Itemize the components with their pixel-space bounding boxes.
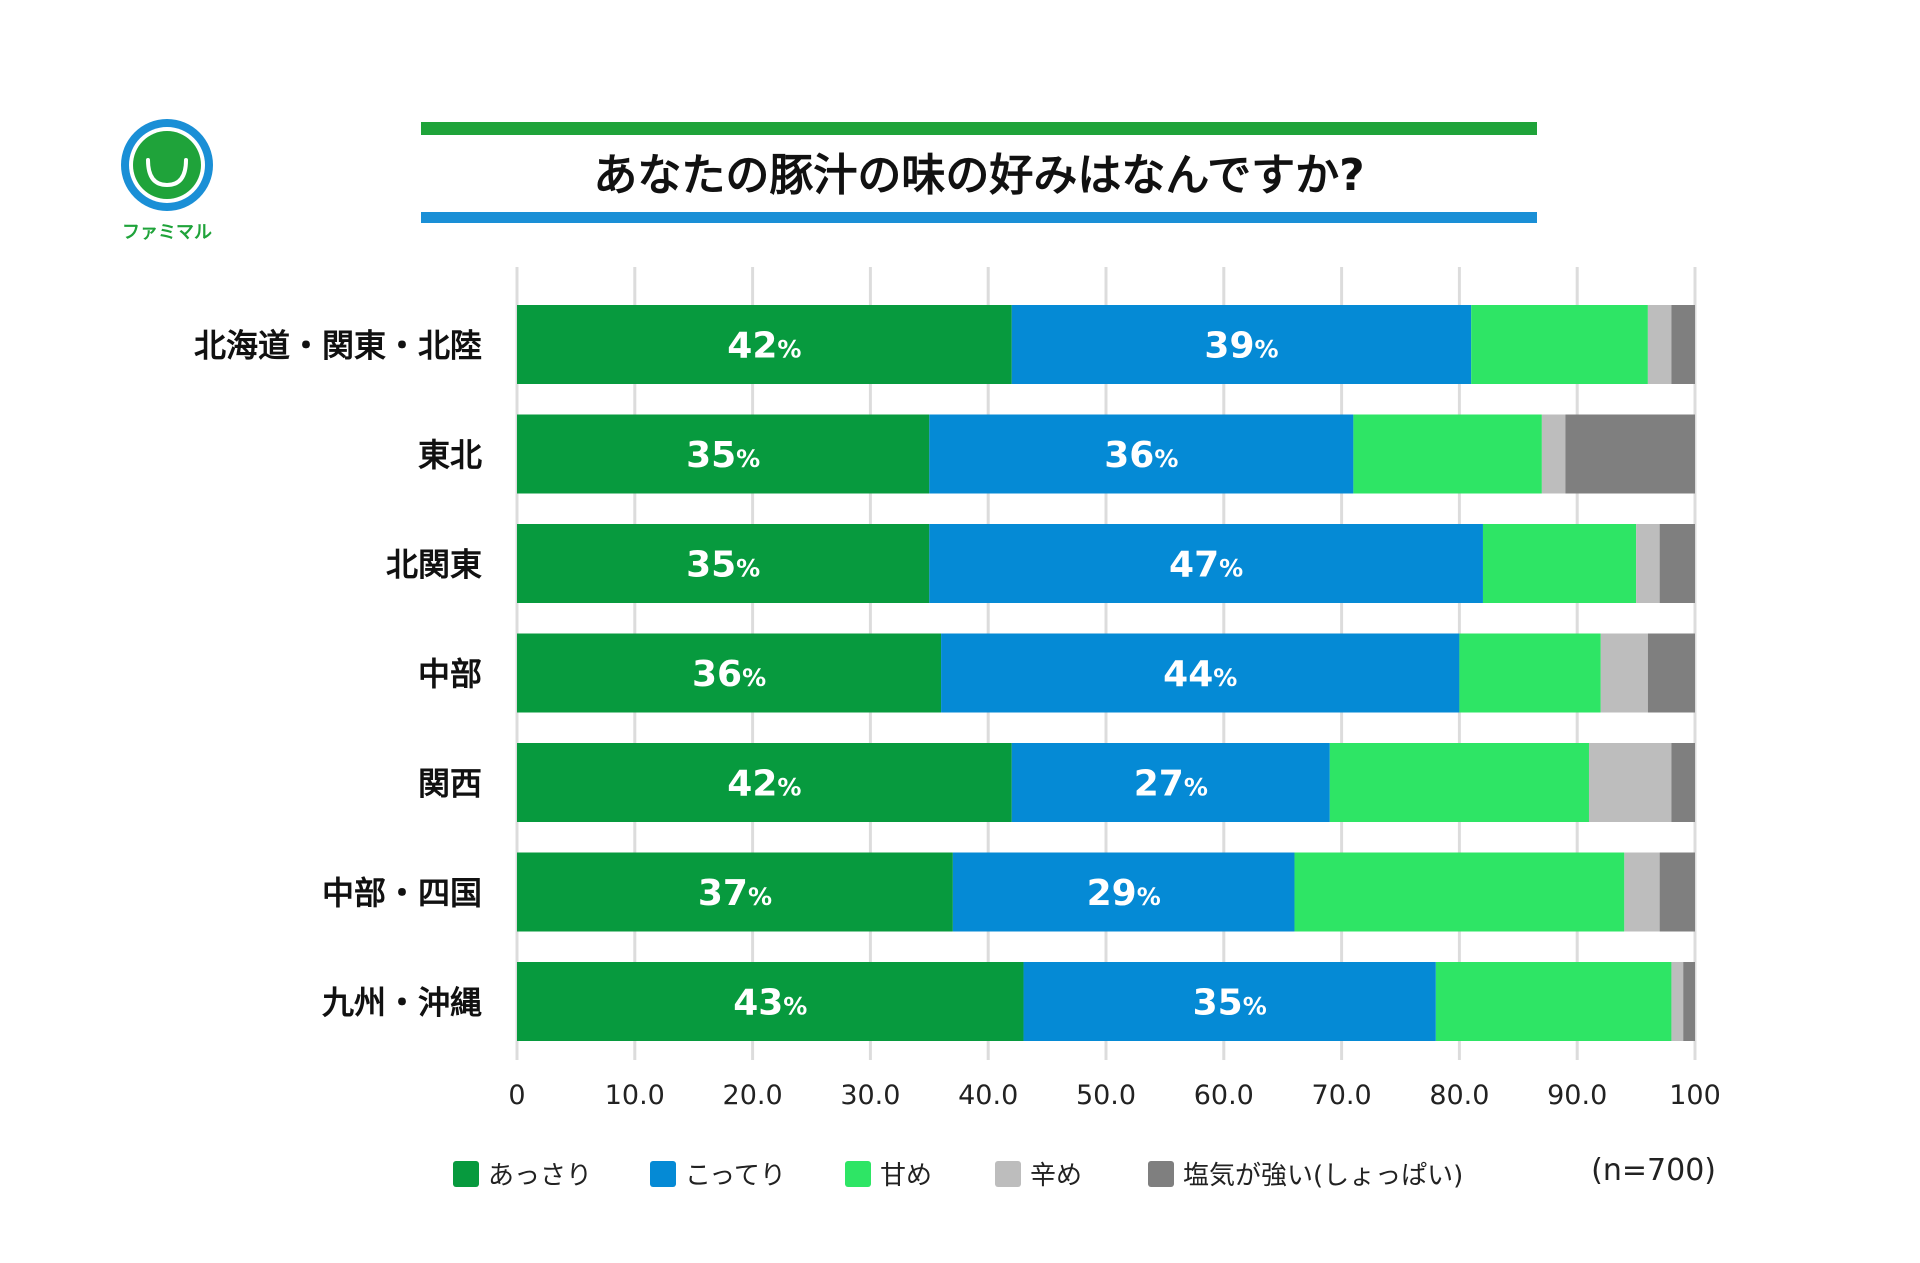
data-label: 36%	[692, 654, 766, 695]
bar-segment	[517, 962, 1024, 1041]
bar-segment	[517, 524, 930, 603]
bar-segment	[1329, 743, 1589, 822]
sample-size-note: (n=700)	[1591, 1153, 1716, 1188]
x-tick-label: 30.0	[840, 1080, 900, 1111]
legend-label: こってり	[685, 1161, 786, 1191]
category-label: 関西	[418, 765, 482, 803]
title-bar-top	[421, 122, 1537, 135]
legend-label: 辛め	[1030, 1161, 1082, 1191]
bar-segment	[1683, 962, 1695, 1041]
legend-swatch	[650, 1161, 676, 1187]
legend-label: 塩気が強い(しょっぱい)	[1183, 1161, 1463, 1191]
x-tick-label: 100	[1669, 1080, 1721, 1111]
bar-segment	[517, 305, 1012, 384]
category-label: 九州・沖縄	[322, 984, 482, 1022]
legend-swatch	[845, 1161, 871, 1187]
bar-segment	[1636, 524, 1660, 603]
x-tick-label: 90.0	[1547, 1080, 1607, 1111]
chart-title: あなたの豚汁の味の好みはなんですか?	[593, 150, 1364, 201]
bar-segment	[517, 743, 1012, 822]
x-tick-labels: 0 10.0 20.0 30.0 40.0 50.0 60.0 70.0 80.0 90.0 100	[508, 1080, 1720, 1111]
x-tick-label: 50.0	[1076, 1080, 1136, 1111]
bar-segment	[517, 852, 953, 932]
x-tick-label: 40.0	[958, 1080, 1018, 1111]
data-label: 39%	[1204, 326, 1278, 367]
bar-segment	[929, 414, 1354, 494]
x-tick-label: 70.0	[1312, 1080, 1372, 1111]
bar-segment	[1011, 305, 1472, 384]
data-label: 37%	[698, 873, 772, 914]
legend-swatch	[1148, 1161, 1174, 1187]
x-tick-label: 10.0	[605, 1080, 665, 1111]
data-label: 42%	[727, 764, 801, 805]
x-tick-label: 80.0	[1429, 1080, 1489, 1111]
bar-segment	[952, 852, 1295, 932]
bar-segment	[1482, 524, 1637, 603]
legend-swatch	[995, 1161, 1021, 1187]
bar-segment	[1011, 743, 1330, 822]
x-tick-label: 20.0	[723, 1080, 783, 1111]
data-label: 44%	[1163, 654, 1237, 695]
bar-segment	[1294, 852, 1625, 932]
bar-segment	[1471, 305, 1648, 384]
bar-segment	[1671, 743, 1695, 822]
data-label: 35%	[1193, 983, 1267, 1024]
logo-text: ファミマル	[122, 222, 212, 243]
x-tick-label: 60.0	[1194, 1080, 1254, 1111]
bars: 42% 39% 35% 36% 35% 47% 36% 44% 42% 27% 37% 29% 43% 3…	[517, 305, 1695, 1041]
bar-segment	[1588, 743, 1672, 822]
category-label: 中部	[418, 655, 482, 693]
x-tick-label: 0	[508, 1080, 525, 1111]
category-label: 北関東	[386, 546, 482, 584]
bar-segment	[1659, 524, 1695, 603]
data-label: 42%	[727, 326, 801, 367]
data-label: 35%	[686, 545, 760, 586]
category-label: 中部・四国	[322, 874, 482, 912]
data-label: 36%	[1104, 435, 1178, 476]
bar-segment	[1647, 633, 1695, 713]
data-label: 35%	[686, 435, 760, 476]
legend-label: あっさり	[488, 1161, 592, 1191]
legend-label: 甘め	[880, 1161, 932, 1191]
bar-segment	[1659, 852, 1695, 932]
legend-swatch	[453, 1161, 479, 1187]
bar-segment	[517, 414, 930, 494]
bar-segment	[517, 633, 942, 713]
title-bar-bottom	[421, 212, 1537, 223]
category-label: 北海道・関東・北陸	[194, 327, 482, 365]
bar-segment	[1624, 852, 1660, 932]
data-label: 27%	[1134, 764, 1208, 805]
bar-segment	[1565, 414, 1695, 494]
legend: あっさり こってり 甘め 辛め 塩気が強い(しょっぱい)	[453, 1161, 1463, 1191]
bar-segment	[1353, 414, 1542, 494]
bar-segment	[1541, 414, 1566, 494]
bar-segment	[1671, 305, 1695, 384]
logo: ファミマル	[121, 119, 213, 243]
bar-segment	[941, 633, 1460, 713]
smile-icon	[146, 158, 188, 188]
bar-segment	[1459, 633, 1601, 713]
bar-segment	[1671, 962, 1684, 1041]
bar-segment	[1647, 305, 1672, 384]
category-label: 東北	[418, 436, 482, 474]
bar-segment	[1435, 962, 1672, 1041]
bar-segment	[1600, 633, 1648, 713]
data-label: 29%	[1087, 873, 1161, 914]
bar-segment	[1023, 962, 1436, 1041]
logo-face	[133, 131, 201, 199]
data-label: 47%	[1169, 545, 1243, 586]
data-label: 43%	[733, 983, 807, 1024]
bar-segment	[929, 524, 1483, 603]
